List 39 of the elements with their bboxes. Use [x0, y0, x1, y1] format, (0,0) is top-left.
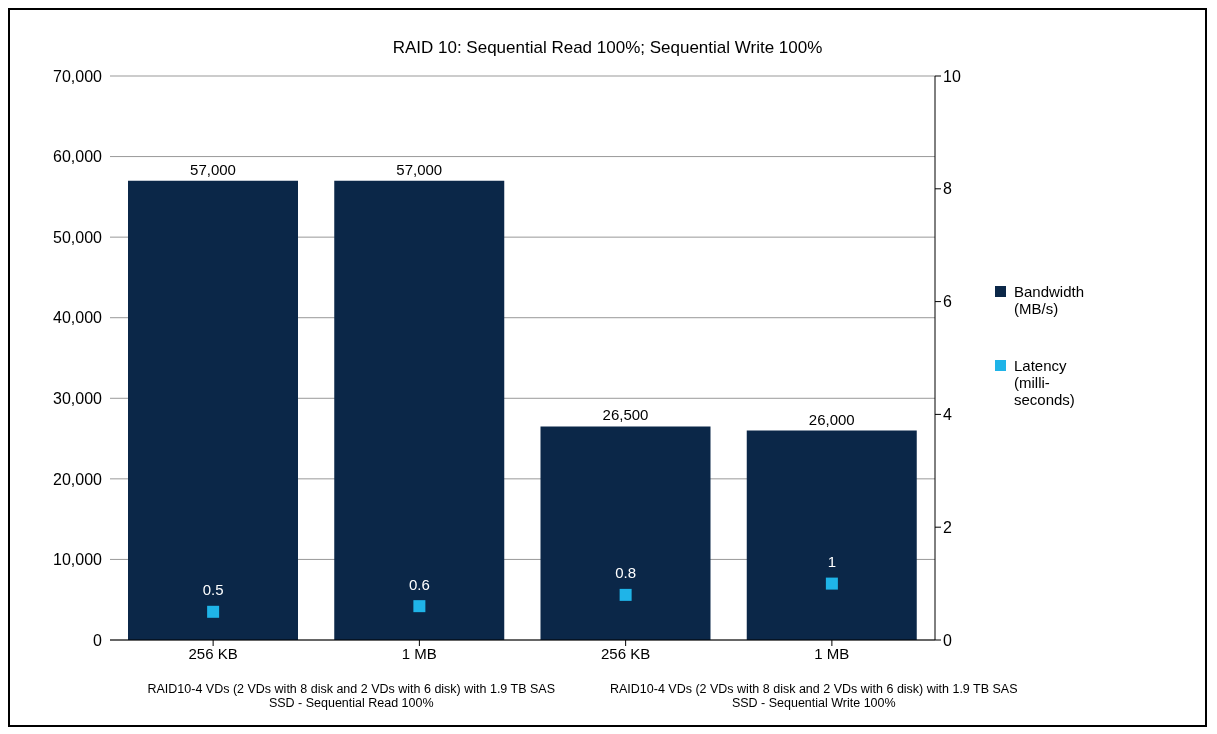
legend-label: Latency (milli-seconds): [1014, 356, 1076, 408]
x-tick-label: 1 MB: [401, 644, 437, 662]
point: [619, 588, 632, 601]
y-tick-label: 10,000: [53, 551, 103, 569]
data-label: 0.5: [202, 581, 224, 599]
data-label: 57,000: [190, 160, 236, 178]
y2-tick-label: 8: [943, 180, 952, 198]
y2-tick-label: 4: [943, 406, 952, 424]
chart-title: RAID 10: Sequential Read 100%; Sequential Write 100%: [391, 38, 824, 58]
y-tick-label: 70,000: [53, 67, 103, 85]
bar: [128, 180, 298, 640]
y-tick-label: 20,000: [53, 470, 103, 488]
text: RAID10-4 VDs (2 VDs with 8 disk and 2 VDs with 6 disk) with 1.9 TB SAS SSD - Sequential Write 100%: [608, 682, 1019, 710]
x-tick-label: 256 KB: [601, 644, 651, 662]
legend-label: Bandwidth (MB/s): [1014, 282, 1086, 317]
data-label: 1: [827, 553, 837, 571]
point: [207, 605, 220, 618]
y2-tick-label: 6: [943, 293, 952, 311]
y-tick-label: 40,000: [53, 309, 103, 327]
x-tick-label: 1 MB: [814, 644, 850, 662]
data-label: 0.6: [408, 575, 430, 593]
y2-tick-label: 10: [943, 67, 961, 85]
data-label: 26,000: [808, 410, 855, 428]
y-tick-label: 60,000: [53, 148, 103, 166]
y2-tick-label: 0: [943, 631, 952, 649]
y-tick-label: 30,000: [53, 389, 103, 407]
y-tick-label: 0: [93, 631, 103, 649]
data-label: 57,000: [396, 160, 443, 178]
bar: [746, 430, 917, 640]
data-label: 26,500: [602, 406, 649, 424]
point: [413, 600, 426, 613]
point: [825, 577, 838, 590]
data-label: 0.8: [615, 564, 637, 582]
bar: [334, 180, 505, 640]
y-tick-label: 50,000: [53, 228, 103, 246]
x-tick-label: 256 KB: [188, 644, 238, 662]
y2-tick-label: 2: [943, 518, 952, 536]
bar: [540, 426, 711, 640]
text: RAID10-4 VDs (2 VDs with 8 disk and 2 VDs with 6 disk) with 1.9 TB SAS SSD - Sequential Read 100%: [146, 682, 557, 710]
